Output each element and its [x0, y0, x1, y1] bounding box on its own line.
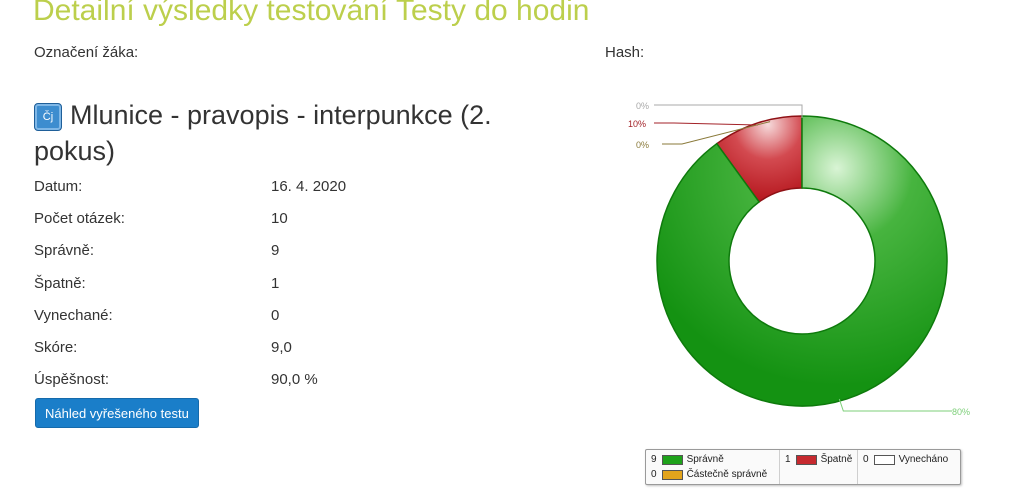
donut-slice-correct [656, 115, 948, 407]
legend-swatch [795, 454, 817, 465]
stat-label: Úspěšnost: [34, 371, 110, 389]
hash-label: Hash: [605, 44, 645, 61]
legend-label: Částečně správně [686, 469, 768, 480]
slice-percent-label: 0% [636, 101, 649, 111]
stat-row-success-rate: Úspěšnost: 90,0 % [34, 364, 346, 396]
legend-item-correct: 9 Správně [651, 454, 724, 465]
student-label: Označení žáka: [34, 44, 139, 61]
leader-line [654, 122, 758, 126]
subject-icon: Čj [34, 103, 62, 131]
stat-value: 1 [271, 274, 280, 292]
stats-table: Datum: 16. 4. 2020 Počet otázek: 10 Sprá… [34, 170, 346, 396]
legend-item-skipped: 0 Vynecháno [863, 454, 948, 465]
legend-count: 1 [785, 454, 791, 465]
stat-label: Vynechané: [34, 306, 113, 324]
view-solved-test-button[interactable]: Náhled vyřešeného testu [35, 398, 199, 428]
stat-row-wrong: Špatně: 1 [34, 267, 346, 299]
stat-value: 90,0 % [271, 371, 318, 389]
stat-row-correct: Správně: 9 [34, 235, 346, 267]
slice-percent-label: 0% [636, 140, 649, 150]
leader-line [662, 121, 771, 145]
test-heading: Čj Mlunice - pravopis - interpunkce (2. p… [34, 97, 554, 169]
test-title: Mlunice - pravopis - interpunkce (2. pok… [34, 100, 492, 166]
legend-count: 9 [651, 454, 657, 465]
stat-row-skipped: Vynechané: 0 [34, 299, 346, 331]
stat-label: Datum: [34, 177, 83, 195]
legend-divider [779, 450, 780, 484]
legend-item-wrong: 1 Špatně [785, 454, 852, 465]
legend-swatch [661, 454, 683, 465]
stat-row-score: Skóre: 9,0 [34, 331, 346, 363]
stat-value: 16. 4. 2020 [271, 177, 347, 195]
legend-label: Špatně [820, 454, 853, 465]
stat-label: Správně: [34, 242, 95, 260]
chart-legend: 9 Správně 0 Částečně správně 1 Špatně 0 … [645, 449, 961, 485]
stat-label: Skóre: [34, 339, 78, 357]
stat-label: Počet otázek: [34, 209, 125, 227]
slice-percent-label: 10% [628, 119, 646, 129]
leader-line [654, 104, 803, 118]
legend-count: 0 [863, 454, 869, 465]
results-donut-chart: 0% 10% 0% 80% [628, 101, 970, 417]
legend-divider [857, 450, 858, 484]
stat-value: 10 [271, 209, 288, 227]
legend-label: Vynecháno [898, 454, 949, 465]
legend-item-partial: 0 Částečně správně [651, 469, 767, 480]
stat-row-question-count: Počet otázek: 10 [34, 202, 346, 234]
stat-value: 9,0 [271, 339, 292, 357]
legend-label: Správně [686, 454, 724, 465]
page-title: Detailní výsledky testování Testy do hod… [33, 0, 590, 27]
legend-swatch [661, 469, 683, 480]
stat-value: 0 [271, 306, 280, 324]
leader-line [838, 398, 952, 412]
slice-percent-label: 80% [952, 407, 970, 417]
legend-count: 0 [651, 469, 657, 480]
legend-swatch [873, 454, 895, 465]
stat-label: Špatně: [34, 274, 86, 292]
stat-row-date: Datum: 16. 4. 2020 [34, 170, 346, 202]
stat-value: 9 [271, 242, 280, 260]
